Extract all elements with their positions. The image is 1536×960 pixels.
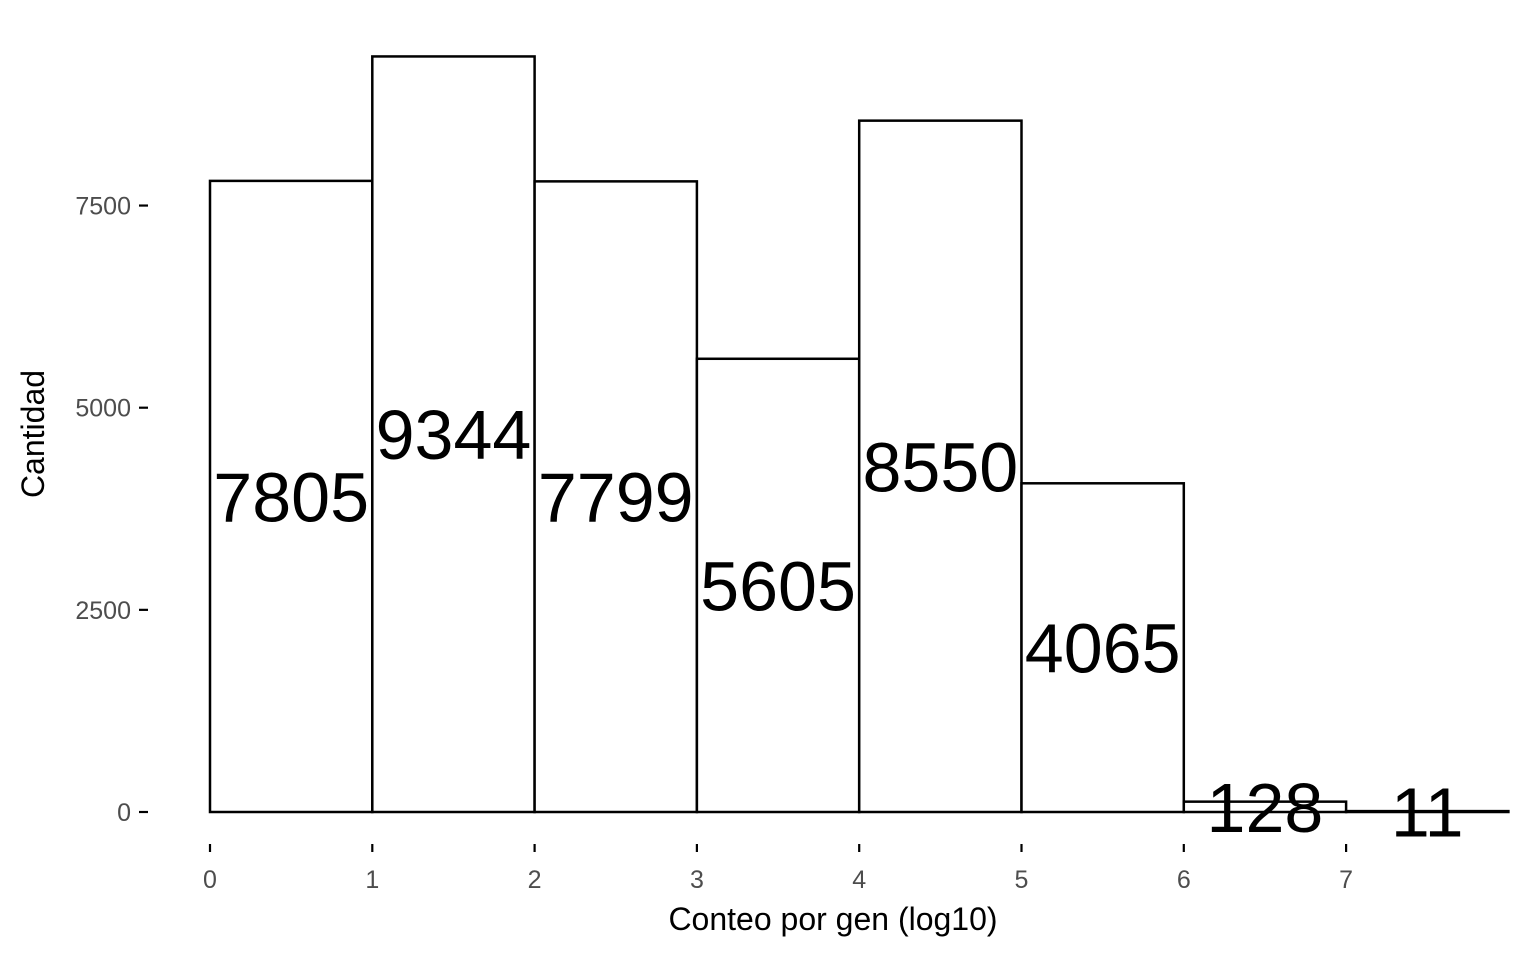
bar-count-label: 11 — [1391, 774, 1464, 852]
y-tick-label: 2500 — [75, 597, 131, 625]
x-tick-label: 7 — [1339, 866, 1353, 894]
histogram-bar — [695, 357, 861, 814]
x-axis-title: Conteo por gen (log10) — [668, 901, 997, 937]
y-tick-label: 7500 — [75, 193, 131, 221]
bar-count-label: 5605 — [700, 547, 856, 625]
x-tick-label: 5 — [1015, 866, 1029, 894]
histogram-bar — [533, 180, 699, 814]
histogram-bar — [371, 55, 536, 814]
histogram-bar — [1182, 800, 1348, 814]
bar-count-label: 9344 — [376, 396, 532, 474]
histogram-bar — [208, 179, 374, 814]
x-tick-label: 0 — [203, 866, 217, 894]
x-tick-label: 3 — [690, 866, 704, 894]
y-tick-label: 0 — [117, 799, 131, 827]
bar-count-label: 4065 — [1025, 610, 1181, 688]
axes-layer: 0 1 2 3 4 5 6 7 0 2500 5000 7500 — [75, 193, 1353, 894]
x-tick-label: 6 — [1177, 866, 1191, 894]
bar-count-label: 128 — [1207, 769, 1324, 847]
histogram-bar — [1020, 482, 1186, 814]
bars-layer — [208, 55, 1510, 814]
histogram-bar — [1344, 809, 1510, 814]
y-axis-title: Cantidad — [15, 370, 51, 498]
x-tick-label: 4 — [852, 866, 866, 894]
y-tick-label: 5000 — [75, 395, 131, 423]
x-tick-label: 1 — [365, 866, 379, 894]
bar-count-label: 7805 — [213, 458, 369, 536]
histogram-bar — [857, 119, 1023, 814]
x-tick-label: 2 — [528, 866, 542, 894]
bar-count-label: 7799 — [538, 459, 694, 537]
bar-count-label: 8550 — [862, 428, 1018, 506]
